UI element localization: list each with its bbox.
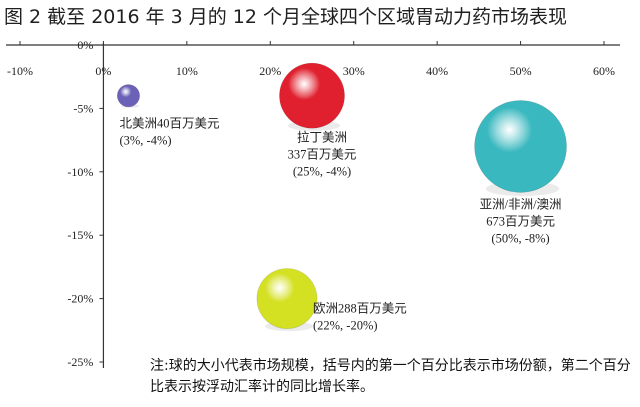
bubble-1 xyxy=(116,84,140,108)
bubble-chart: -10% 0% 10% 20% 30% 40% 50% 60% 0% -5% -10% -15% -20… xyxy=(6,38,620,369)
chart-axes: -10% 0% 10% 20% 30% 40% 50% 60% 0% -5% -10% -15% -20… xyxy=(6,38,620,369)
x-tick-label: -10% xyxy=(7,64,33,78)
y-tick-label: -20% xyxy=(67,292,93,306)
x-tick-label: 10% xyxy=(176,64,198,78)
bubble-name-label: 亚洲/非洲/澳洲 xyxy=(480,197,562,211)
bubble-name-label: 拉丁美洲 xyxy=(297,130,347,145)
bubble-coord-label: (25%, -4%) xyxy=(293,165,351,179)
bubble-4 xyxy=(256,268,318,329)
bubble-coord-label: (50%, -8%) xyxy=(491,231,549,245)
x-tick-label: 20% xyxy=(259,64,281,78)
y-tick-label: -10% xyxy=(67,165,93,179)
x-tick-label: 50% xyxy=(510,64,532,78)
x-tick-label: 0% xyxy=(95,64,111,78)
chart-note: 注:球的大小代表市场规模，括号内的第一个百分比表示市场份额，第二个百分比表示按浮… xyxy=(150,358,631,395)
chart-title: 图 2 截至 2016 年 3 月的 12 个月全球四个区域胃动力药市场表现 xyxy=(4,6,568,28)
y-tick-label: -25% xyxy=(67,355,93,369)
bubble-2 xyxy=(279,62,345,129)
bubble-label-layer: 北美洲40百万美元 (3%, -4%) 拉丁美洲 337百万美元 (25%, -4%) 亚… xyxy=(119,117,561,333)
x-tick-label: 30% xyxy=(343,64,365,78)
bubble-3 xyxy=(474,100,567,193)
bubble-coord-label: (3%, -4%) xyxy=(119,134,171,148)
x-tick-label: 60% xyxy=(593,64,615,78)
y-tick-label: 0% xyxy=(77,38,93,52)
y-tick-label: -5% xyxy=(73,101,93,115)
bubble-name-label: 337百万美元 xyxy=(288,148,357,162)
y-tick-label: -15% xyxy=(67,228,93,242)
x-tick-label: 40% xyxy=(426,64,448,78)
bubble-name-label: 欧洲288百万美元 xyxy=(313,302,407,316)
bubble-name-label: 北美洲40百万美元 xyxy=(119,117,219,131)
bubble-layer xyxy=(116,62,567,332)
bubble-coord-label: (22%, -20%) xyxy=(313,319,378,333)
bubble-name-label: 673百万美元 xyxy=(486,214,555,228)
